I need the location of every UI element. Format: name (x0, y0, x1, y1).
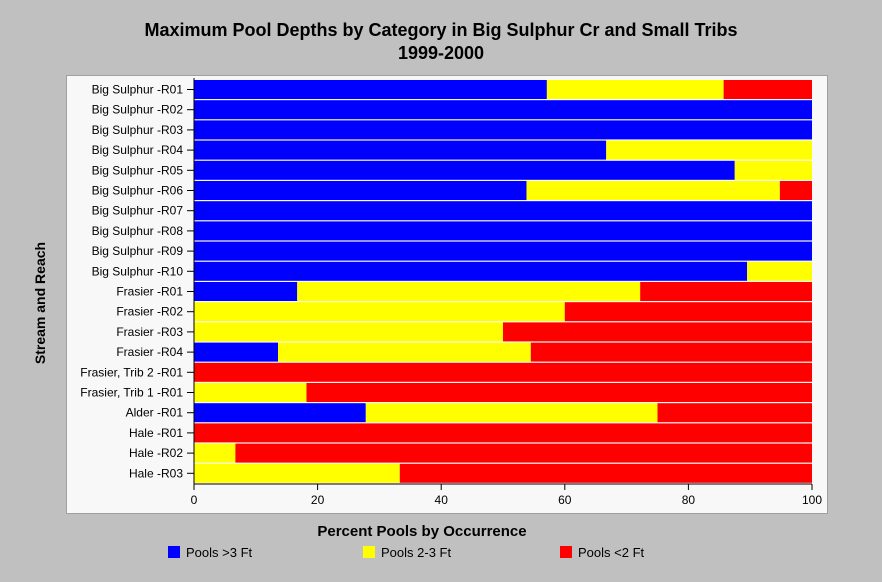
bar-segment (546, 80, 724, 99)
bar-segment (194, 221, 812, 241)
bar-segment (194, 201, 812, 221)
x-tick-label: 20 (311, 493, 325, 507)
bar-segment (235, 443, 812, 463)
y-tick-label: Frasier -R01 (116, 285, 183, 299)
bar-segment (194, 160, 735, 180)
chart-title: Maximum Pool Depths by Category in Big S… (144, 20, 738, 40)
y-tick-label: Frasier -R02 (116, 305, 183, 319)
bar-segment (194, 241, 812, 261)
y-tick-label: Frasier, Trib 1 -R01 (80, 386, 183, 400)
legend-label: Pools 2-3 Ft (381, 545, 452, 560)
x-tick-label: 100 (802, 493, 822, 507)
y-tick-label: Hale -R01 (129, 426, 183, 440)
bar-segment (194, 362, 812, 382)
y-tick-label: Frasier -R03 (116, 325, 183, 339)
bar-segment (297, 282, 641, 301)
bar-segment (399, 463, 812, 483)
bar-segment (194, 181, 527, 200)
bar-segment (194, 322, 503, 342)
bar-segment (194, 261, 748, 281)
y-tick-label: Alder -R01 (126, 406, 184, 420)
y-tick-label: Hale -R02 (129, 446, 183, 460)
y-tick-label: Big Sulphur -R04 (92, 143, 184, 157)
bar-segment (194, 383, 307, 402)
bar-segment (306, 383, 812, 402)
bar-segment (194, 282, 298, 301)
bar-segment (606, 140, 812, 160)
bar-segment (194, 120, 812, 140)
y-tick-label: Big Sulphur -R06 (92, 184, 184, 198)
y-tick-label: Frasier, Trib 2 -R01 (80, 365, 183, 379)
y-tick-label: Big Sulphur -R10 (92, 264, 184, 278)
bar-segment (734, 160, 812, 180)
x-tick-label: 60 (558, 493, 572, 507)
y-tick-label: Big Sulphur -R01 (92, 83, 184, 97)
y-tick-label: Big Sulphur -R05 (92, 163, 184, 177)
legend-swatch-blue (168, 546, 180, 558)
bar-segment (526, 181, 780, 200)
bar-segment (530, 342, 812, 362)
legend-swatch-red (560, 546, 572, 558)
x-axis-title: Percent Pools by Occurrence (317, 523, 527, 540)
y-tick-label: Big Sulphur -R07 (92, 204, 184, 218)
bar-segment (564, 302, 812, 322)
bar-segment (779, 181, 812, 200)
bar-segment (365, 403, 658, 423)
legend-label: Pools >3 Ft (186, 545, 253, 560)
bar-segment (194, 403, 366, 423)
bar-segment (194, 100, 812, 120)
y-tick-label: Big Sulphur -R08 (92, 224, 184, 238)
bar-segment (640, 282, 812, 301)
bar-segment (278, 342, 531, 362)
legend-swatch-yellow (363, 546, 375, 558)
y-axis-title: Stream and Reach (32, 241, 48, 365)
y-axis-title-container: Stream and Reach (28, 233, 52, 373)
bar-segment (194, 140, 607, 160)
bar-segment (657, 403, 812, 423)
bar-segment (723, 80, 812, 99)
x-tick-label: 0 (191, 493, 198, 507)
bar-segment (194, 463, 400, 483)
bar-segment (194, 342, 279, 362)
y-tick-label: Big Sulphur -R09 (92, 244, 184, 258)
chart-subtitle: 1999-2000 (397, 43, 485, 63)
x-tick-label: 80 (682, 493, 696, 507)
bar-segment (747, 261, 812, 281)
bar-segment (194, 443, 236, 463)
y-tick-label: Big Sulphur -R02 (92, 103, 184, 117)
bar-segment (503, 322, 812, 342)
y-tick-label: Big Sulphur -R03 (92, 123, 184, 137)
y-tick-label: Frasier -R04 (116, 345, 183, 359)
bar-segment (194, 80, 547, 99)
x-tick-label: 40 (435, 493, 449, 507)
bar-segment (194, 423, 812, 443)
bar-segment (194, 302, 565, 322)
y-tick-label: Hale -R03 (129, 466, 183, 480)
legend-label: Pools <2 Ft (578, 545, 645, 560)
